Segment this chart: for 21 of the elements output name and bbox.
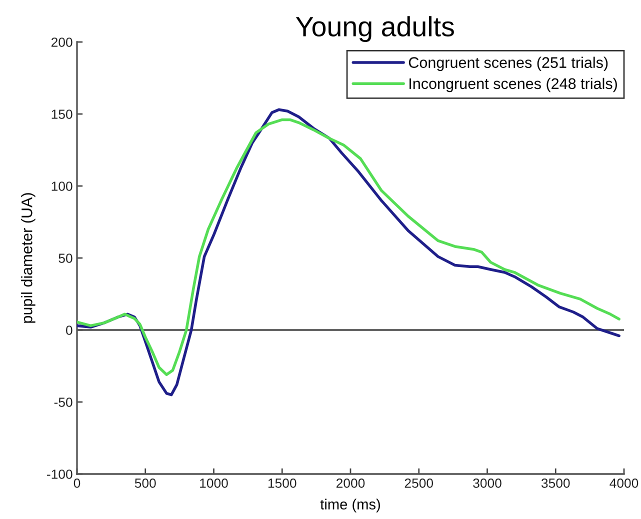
y-tick-label: 100 bbox=[52, 182, 72, 191]
x-tick-label: 0 bbox=[74, 478, 80, 488]
y-tick-label: -100 bbox=[47, 470, 72, 479]
x-tick-label: 3000 bbox=[473, 478, 502, 488]
legend-label: Congruent scenes (251 trials) bbox=[408, 56, 608, 71]
y-tick-label: 50 bbox=[58, 254, 72, 263]
x-axis-title: time (ms) bbox=[320, 498, 380, 512]
y-tick-label: 200 bbox=[51, 38, 72, 47]
x-tick-label: 1500 bbox=[268, 478, 296, 488]
x-tick-label: 4000 bbox=[610, 478, 638, 488]
x-tick-label: 500 bbox=[134, 478, 156, 488]
y-tick-label: -50 bbox=[54, 398, 72, 407]
y-tick-label: 0 bbox=[66, 326, 72, 335]
y-tick-label: 150 bbox=[52, 110, 72, 119]
y-axis-title: pupil diameter (UA) bbox=[21, 193, 36, 323]
chart-title: Young adults bbox=[296, 16, 454, 42]
x-tick-label: 1000 bbox=[200, 478, 228, 488]
x-tick-label: 2000 bbox=[336, 478, 365, 488]
x-tick-label: 3500 bbox=[541, 478, 570, 488]
legend-label: Incongruent scenes (248 trials) bbox=[410, 78, 617, 92]
x-tick-label: 2500 bbox=[404, 478, 434, 488]
